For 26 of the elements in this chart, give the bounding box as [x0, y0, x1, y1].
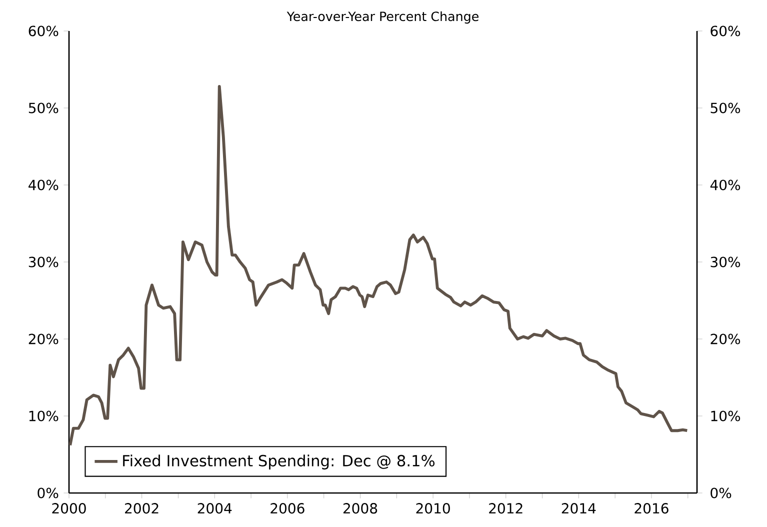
line-series — [69, 84, 689, 447]
legend-label: Fixed Investment Spending: Dec @ 8.1% — [123, 454, 435, 470]
y2-tick-label: 10% — [711, 410, 740, 422]
chart-subtitle: Year-over-Year Percent Change — [286, 11, 479, 24]
y-tick-label: 50% — [28, 102, 58, 114]
x-tick-label: 2008 — [343, 503, 378, 514]
y-tick-label: 30% — [28, 256, 58, 268]
x-tick-label: 2002 — [125, 503, 158, 514]
x-tick-label: 2004 — [198, 503, 232, 514]
x-tick-label: 2014 — [562, 503, 596, 514]
y2-tick-label: 20% — [710, 334, 740, 344]
y2-tick-label: 0% — [710, 488, 732, 498]
y-tick-label: 0% — [38, 488, 58, 498]
x-tick-label: 2016 — [634, 503, 668, 514]
y2-tick-label: 40% — [710, 180, 740, 190]
y-tick-label: 60% — [28, 26, 58, 36]
x-tick-label: 2006 — [270, 503, 304, 514]
x-tick-label: 2000 — [52, 503, 86, 514]
x-tick-label: 2012 — [489, 503, 522, 514]
y2-tick-label: 30% — [710, 256, 740, 268]
y-tick-label: 10% — [29, 410, 58, 422]
x-tick-label: 2010 — [416, 503, 450, 514]
y-tick-label: 40% — [28, 180, 58, 190]
y-tick-label: 20% — [28, 334, 58, 344]
y2-tick-label: 60% — [710, 26, 740, 36]
y2-tick-label: 50% — [710, 102, 740, 114]
